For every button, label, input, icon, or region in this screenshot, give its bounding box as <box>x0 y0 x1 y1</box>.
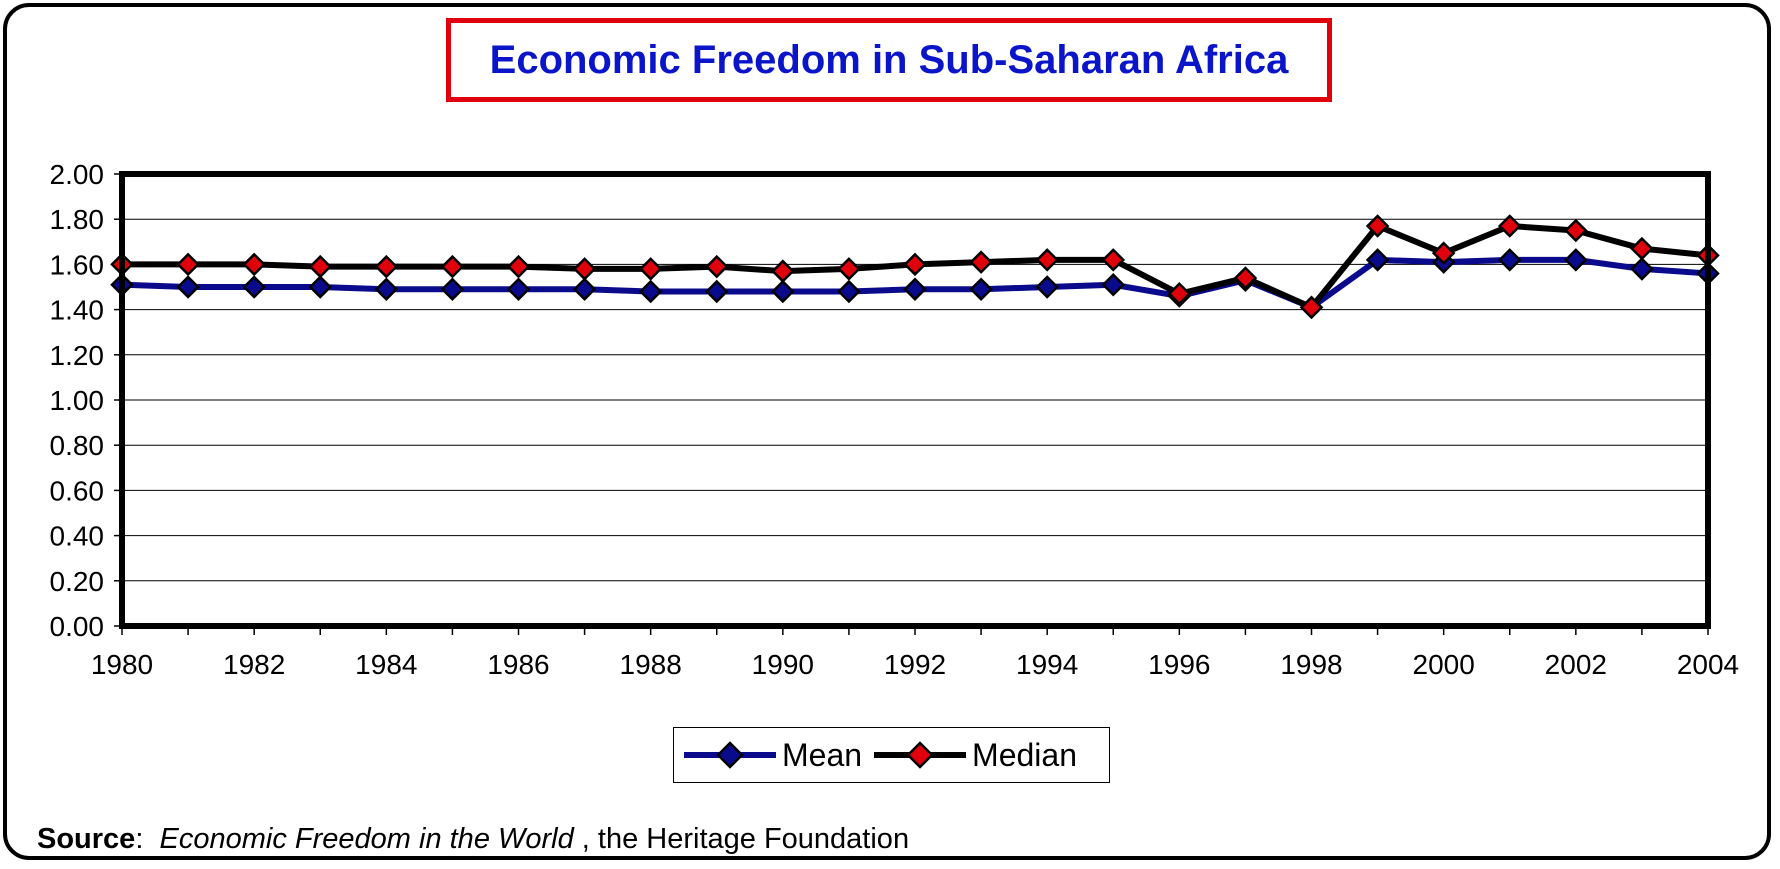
marker-median <box>1299 295 1324 320</box>
marker-median <box>969 250 993 274</box>
x-tick-label: 1994 <box>1016 649 1078 680</box>
marker-median <box>1431 241 1456 265</box>
x-tick-label: 1990 <box>752 649 814 680</box>
x-axis-tick-labels: 1980 1982 1984 1986 1988 1990 1992 1994 1996 1998… <box>91 649 1739 680</box>
marker-mean <box>704 279 729 304</box>
marker-median <box>638 257 663 281</box>
marker-mean <box>506 277 531 302</box>
marker-mean <box>1497 248 1522 272</box>
marker-median <box>374 254 399 279</box>
marker-median <box>1233 266 1258 290</box>
x-tick-label: 1984 <box>355 649 417 680</box>
marker-mean <box>308 275 333 299</box>
marker-mean <box>1035 275 1059 299</box>
source-separator: : <box>135 823 144 855</box>
legend: Mean Median <box>673 727 1110 783</box>
plot-area-border <box>119 171 1711 629</box>
marker-mean <box>176 275 200 299</box>
marker-mean <box>969 277 993 302</box>
marker-median <box>1035 248 1059 272</box>
marker-median <box>1167 282 1192 306</box>
marker-median <box>1497 214 1522 238</box>
marker-mean <box>572 277 597 302</box>
marker-mean <box>1630 257 1654 281</box>
marker-median <box>506 254 531 279</box>
y-tick-label: 0.80 <box>50 430 105 461</box>
marker-mean <box>771 279 795 304</box>
marker-median <box>903 252 927 277</box>
marker-median <box>242 252 266 277</box>
marker-median <box>1365 214 1390 238</box>
marker-median <box>771 259 795 283</box>
marker-median <box>1101 248 1126 272</box>
marker-median <box>440 254 465 279</box>
marker-mean <box>638 279 663 304</box>
marker-median <box>1630 236 1654 261</box>
x-tick-label: 1980 <box>91 649 153 680</box>
y-tick-label: 1.20 <box>50 340 105 371</box>
x-tick-label: 2000 <box>1413 649 1475 680</box>
x-tick-label: 1988 <box>620 649 682 680</box>
source-label: Source <box>37 823 136 855</box>
y-tick-label: 0.00 <box>50 611 105 642</box>
marker-mean <box>1564 248 1588 272</box>
x-tick-label: 1998 <box>1280 649 1342 680</box>
legend-label-median: Median <box>972 736 1077 773</box>
source-publication: Economic Freedom in the World <box>159 823 574 855</box>
x-tick-label: 1986 <box>487 649 549 680</box>
marker-mean <box>374 277 399 302</box>
marker-mean <box>1101 272 1126 297</box>
marker-median <box>572 257 597 281</box>
marker-median <box>308 254 333 279</box>
y-tick-label: 0.20 <box>50 566 105 597</box>
marker-mean <box>837 279 861 304</box>
y-tick-label: 1.00 <box>50 385 105 416</box>
x-tick-label: 1992 <box>884 649 946 680</box>
chart-title: Economic Freedom in Sub-Saharan Africa <box>489 37 1289 82</box>
x-tick-label: 1982 <box>223 649 285 680</box>
x-tick-label: 1996 <box>1148 649 1210 680</box>
marker-mean <box>242 275 266 299</box>
legend-label-mean: Mean <box>782 736 863 773</box>
marker-median <box>176 252 200 277</box>
series-lines <box>110 214 1720 320</box>
legend-item-mean: Mean <box>682 737 862 774</box>
y-tick-label: 1.80 <box>50 204 105 235</box>
source-note: Source: Economic Freedom in the World , … <box>37 823 909 856</box>
marker-median <box>837 257 861 281</box>
y-tick-label: 1.60 <box>50 249 105 280</box>
y-tick-label: 0.40 <box>50 521 105 552</box>
chart-frame <box>3 3 1771 860</box>
chart-title-box: Economic Freedom in Sub-Saharan Africa <box>446 18 1332 102</box>
legend-swatch-median <box>874 741 967 769</box>
legend-swatch-mean <box>684 741 776 769</box>
marker-mean <box>1365 248 1390 272</box>
legend-item-median: Median <box>872 737 1077 774</box>
y-tick-label: 2.00 <box>50 159 105 190</box>
marker-median <box>1564 218 1588 243</box>
y-tick-label: 1.40 <box>50 295 105 326</box>
marker-median <box>704 254 729 279</box>
y-axis-tick-labels: 0.00 0.20 0.40 0.60 0.80 1.00 1.20 1.40 1.60 1.80… <box>50 159 105 642</box>
y-tick-label: 0.60 <box>50 475 105 506</box>
x-tick-label: 2002 <box>1545 649 1607 680</box>
marker-mean <box>903 277 927 302</box>
x-tick-label: 2004 <box>1677 649 1739 680</box>
source-publisher: , the Heritage Foundation <box>581 823 910 855</box>
marker-mean <box>440 277 465 302</box>
